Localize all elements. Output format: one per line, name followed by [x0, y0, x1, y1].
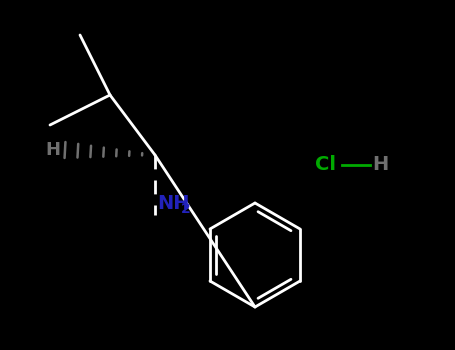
Text: NH: NH [157, 194, 189, 213]
Text: Cl: Cl [315, 155, 336, 175]
Text: 2: 2 [181, 202, 191, 216]
Text: H: H [372, 155, 388, 175]
Text: H: H [45, 141, 60, 159]
